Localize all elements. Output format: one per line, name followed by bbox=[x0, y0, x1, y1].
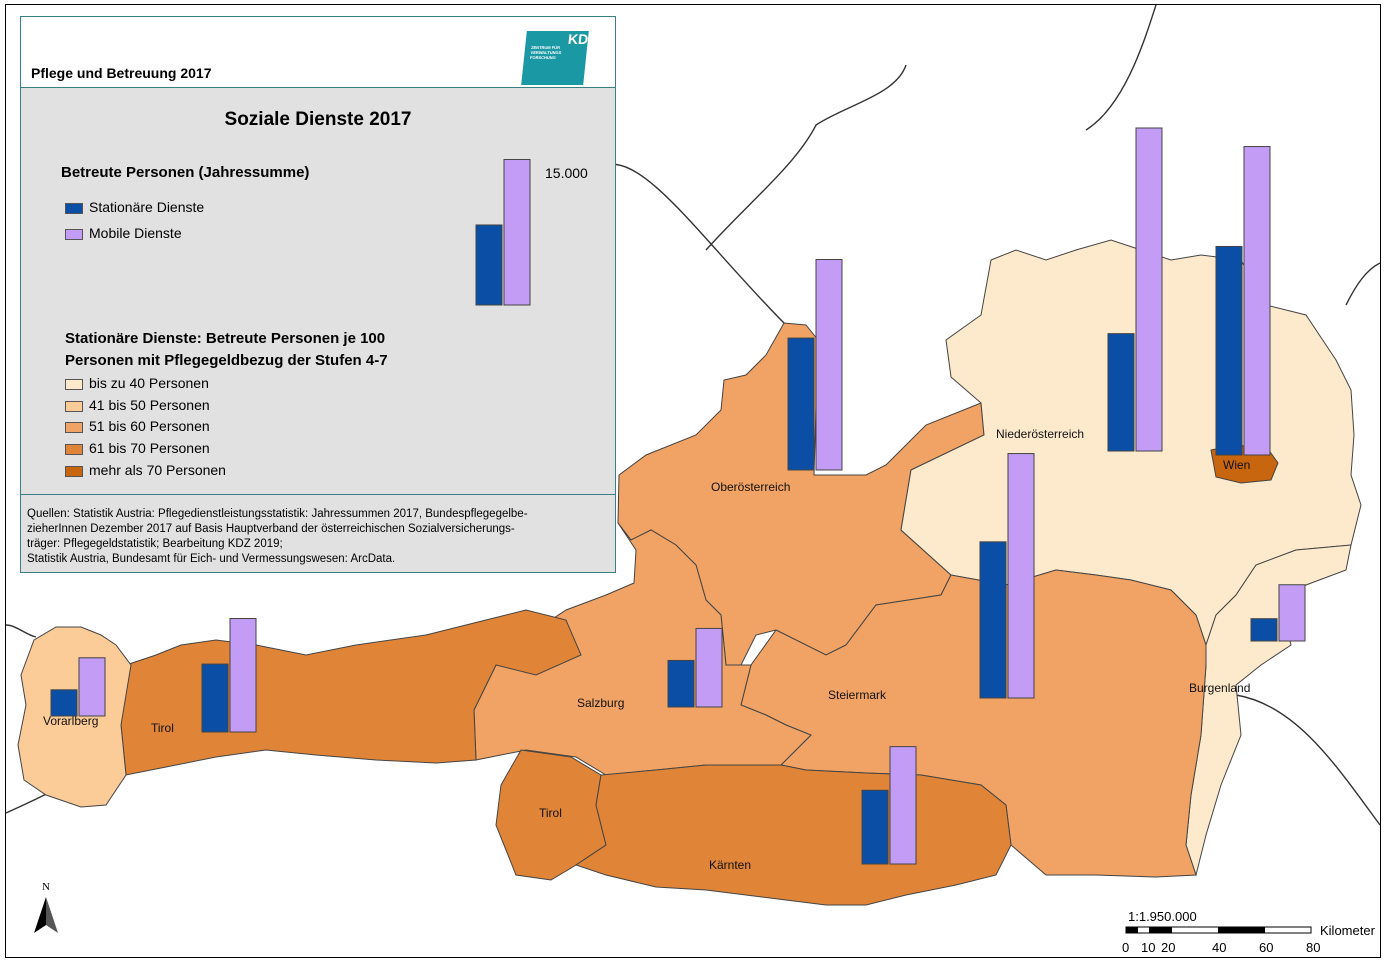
swatch-class-1 bbox=[65, 379, 83, 390]
bar-stationaer-wien bbox=[1215, 245, 1243, 456]
sources-text: Quellen: Statistik Austria: Pflegedienst… bbox=[21, 494, 615, 567]
sources-line-4: Statistik Austria, Bundesamt für Eich- u… bbox=[27, 553, 396, 565]
bar-stationaer-steiermark bbox=[979, 541, 1007, 699]
reference-bar-chart bbox=[475, 159, 531, 306]
region-label-niederoesterreich: Niederösterreich bbox=[996, 427, 1084, 441]
scale-unit: Kilometer bbox=[1320, 923, 1375, 938]
region-label-vorarlberg: Vorarlberg bbox=[43, 714, 98, 728]
legend-series-stationaer: Stationäre Dienste bbox=[89, 199, 205, 215]
bar-layer bbox=[50, 127, 1306, 865]
bar-mobil-vorarlberg bbox=[78, 657, 106, 717]
bar-stationaer-kaernten bbox=[861, 789, 889, 865]
bar-mobil-kaernten bbox=[889, 746, 917, 865]
region-label-steiermark: Steiermark bbox=[828, 688, 887, 702]
bar-group-burgenland bbox=[1250, 584, 1306, 642]
scale-bar-graphic bbox=[1125, 926, 1312, 934]
region-label-salzburg: Salzburg bbox=[577, 696, 624, 710]
bar-mobil-tirol bbox=[229, 618, 257, 733]
legend-class-3: 51 bis 60 Personen bbox=[89, 418, 210, 434]
border-line-de-cz bbox=[605, 163, 787, 326]
bar-stationaer-vorarlberg bbox=[50, 689, 78, 717]
legend-panel: Pflege und Betreuung 2017 ZENTRUM FÜR VE… bbox=[20, 16, 616, 573]
border-line-cz-north bbox=[705, 64, 907, 251]
region-label-osttirol: Tirol bbox=[539, 806, 562, 820]
scale-tick: 80 bbox=[1306, 940, 1321, 955]
region-kaernten bbox=[574, 764, 1012, 906]
bars-legend-title: Betreute Personen (Jahressumme) bbox=[61, 164, 310, 181]
country-borders bbox=[6, 5, 1380, 826]
border-line-ch-west bbox=[6, 624, 37, 638]
choropleth-title-line2: Personen mit Pflegegeldbezug der Stufen … bbox=[65, 352, 388, 369]
scale-tick: 10 bbox=[1141, 940, 1156, 955]
scale-bar: 1:1.950.000 Kilometer 0 10 20 40 60 80 bbox=[1116, 907, 1376, 957]
reference-value: 15.000 bbox=[545, 165, 588, 181]
border-line-cz-sk bbox=[1085, 5, 1157, 131]
bar-group-salzburg bbox=[667, 627, 723, 708]
north-arrow-icon bbox=[34, 897, 58, 933]
region-label-kaernten: Kärnten bbox=[709, 858, 751, 872]
swatch-class-3 bbox=[65, 422, 83, 433]
choropleth-title-line1: Stationäre Dienste: Betreute Personen je… bbox=[65, 330, 386, 347]
region-label-wien: Wien bbox=[1223, 458, 1250, 472]
scale-tick: 20 bbox=[1161, 940, 1176, 955]
reference-bar-stationaer bbox=[475, 224, 503, 306]
bar-mobil-oberoesterreich bbox=[815, 259, 843, 471]
bar-group-kaernten bbox=[861, 746, 917, 865]
border-line-hu-east bbox=[1235, 694, 1380, 826]
region-oberoesterreich bbox=[617, 322, 985, 666]
bar-group-wien bbox=[1215, 146, 1271, 456]
bar-mobil-salzburg bbox=[695, 627, 723, 708]
swatch-mobil bbox=[65, 229, 83, 240]
scale-tick: 60 bbox=[1259, 940, 1274, 955]
map-frame: Vorarlberg Tirol Tirol Salzburg Kärnten … bbox=[5, 4, 1381, 958]
bar-stationaer-tirol bbox=[201, 663, 229, 733]
sources-line-1: Quellen: Statistik Austria: Pflegedienst… bbox=[27, 508, 528, 520]
bar-group-niederoesterreich bbox=[1107, 127, 1163, 452]
legend-class-2: 41 bis 50 Personen bbox=[89, 397, 210, 413]
bar-group-vorarlberg bbox=[50, 657, 106, 717]
bar-mobil-niederoesterreich bbox=[1135, 127, 1163, 452]
scale-ratio: 1:1.950.000 bbox=[1128, 909, 1197, 924]
legend-title: Soziale Dienste 2017 bbox=[224, 109, 412, 130]
legend-series-mobil: Mobile Dienste bbox=[89, 225, 182, 241]
sources-line-3: träger: Pflegegeldstatistik; Bearbeitung… bbox=[27, 538, 283, 550]
region-label-burgenland: Burgenland bbox=[1189, 681, 1250, 695]
swatch-class-5 bbox=[65, 466, 83, 477]
bar-mobil-burgenland bbox=[1278, 584, 1306, 642]
region-label-tirol: Tirol bbox=[151, 721, 174, 735]
legend-class-4: 61 bis 70 Personen bbox=[89, 440, 210, 456]
swatch-class-4 bbox=[65, 444, 83, 455]
bar-group-tirol bbox=[201, 618, 257, 733]
bar-mobil-steiermark bbox=[1007, 453, 1035, 699]
sources-line-2: zieherInnen Dezember 2017 auf Basis Haup… bbox=[27, 523, 515, 535]
scale-tick: 40 bbox=[1212, 940, 1227, 955]
region-label-oberoesterreich: Oberösterreich bbox=[711, 480, 790, 494]
legend-header: Pflege und Betreuung 2017 ZENTRUM FÜR VE… bbox=[21, 17, 615, 88]
reference-bars bbox=[475, 159, 531, 306]
north-label: N bbox=[42, 881, 50, 893]
map-canvas: Vorarlberg Tirol Tirol Salzburg Kärnten … bbox=[6, 5, 1380, 906]
border-line-sk-hu bbox=[1345, 262, 1380, 306]
north-arrow: N bbox=[30, 881, 70, 941]
legend-class-5: mehr als 70 Personen bbox=[89, 462, 226, 478]
swatch-stationaer bbox=[65, 203, 83, 214]
scale-tick: 0 bbox=[1122, 940, 1130, 955]
header-title: Pflege und Betreuung 2017 bbox=[31, 65, 212, 81]
legend-class-1: bis zu 40 Personen bbox=[89, 375, 209, 391]
bar-group-oberoesterreich bbox=[787, 259, 843, 471]
bar-stationaer-salzburg bbox=[667, 659, 695, 708]
bar-mobil-wien bbox=[1243, 146, 1271, 456]
bar-stationaer-oberoesterreich bbox=[787, 337, 815, 471]
bar-stationaer-niederoesterreich bbox=[1107, 333, 1135, 452]
bar-stationaer-burgenland bbox=[1250, 618, 1278, 642]
reference-bar-mobil bbox=[503, 159, 531, 306]
bar-group-steiermark bbox=[979, 453, 1035, 699]
swatch-class-2 bbox=[65, 401, 83, 412]
